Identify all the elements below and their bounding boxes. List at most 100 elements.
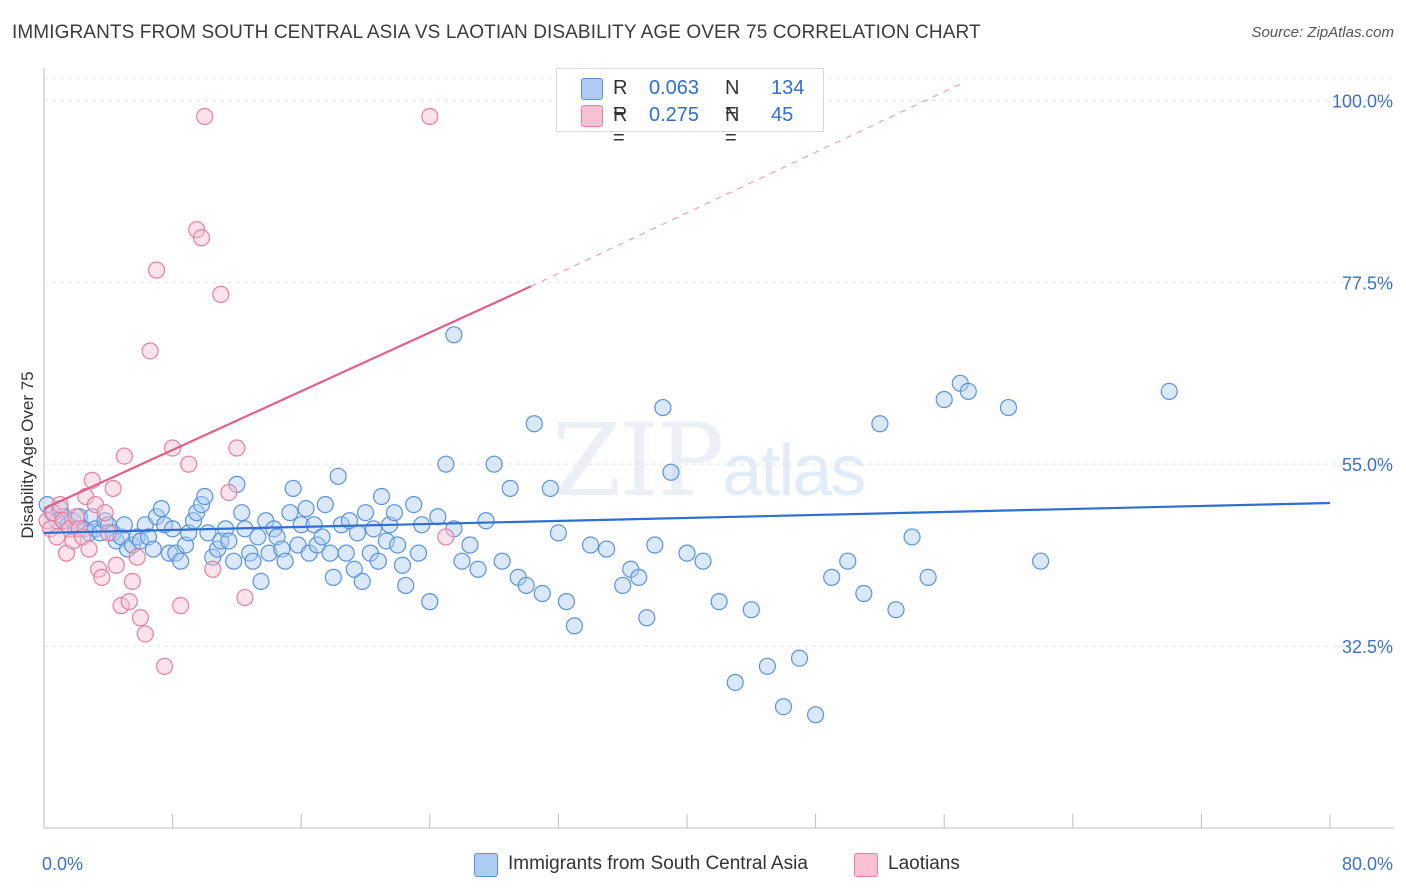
immigrants-point: [758, 657, 776, 675]
immigrants-point: [249, 528, 267, 546]
immigrants-point: [501, 479, 519, 498]
laotians-point: [136, 625, 154, 643]
y-axis-label: Disability Age Over 75: [18, 371, 37, 539]
immigrants-point: [565, 617, 584, 635]
laotians-point: [437, 528, 455, 546]
immigrants-point: [774, 698, 793, 716]
legend-swatch-blue: [581, 78, 603, 100]
immigrants-point: [581, 536, 600, 554]
laotians-point: [155, 657, 174, 675]
laotians-point: [421, 107, 439, 126]
immigrants-point: [549, 524, 568, 542]
laotians-point: [204, 560, 222, 578]
immigrants-point: [252, 572, 270, 591]
laotians-point: [96, 504, 114, 522]
y-tick-label: 77.5%: [1342, 273, 1393, 293]
immigrants-point: [839, 552, 857, 570]
immigrants-point: [903, 528, 921, 546]
source-credit: Source: ZipAtlas.com: [1251, 24, 1394, 41]
immigrants-point: [694, 552, 712, 570]
immigrants-point: [356, 504, 375, 522]
legend-r-label: R =: [613, 104, 628, 149]
laotians-point: [188, 221, 206, 239]
immigrants-point: [999, 398, 1018, 417]
immigrants-point: [152, 500, 170, 518]
immigrants-point: [678, 544, 696, 562]
immigrants-point: [541, 479, 559, 498]
immigrants-point: [710, 593, 728, 611]
immigrants-point: [276, 552, 294, 570]
immigrants-point: [131, 532, 150, 550]
immigrants-point: [369, 552, 387, 570]
immigrants-point: [144, 540, 162, 558]
x-tick-label: 80.0%: [1342, 854, 1393, 874]
immigrants-point: [397, 576, 415, 595]
immigrants-point: [1160, 382, 1178, 401]
immigrants-point: [525, 415, 543, 433]
immigrants-point: [345, 560, 363, 578]
laotians-point: [99, 524, 117, 542]
immigrants-point: [429, 508, 447, 526]
immigrants-point: [445, 326, 463, 344]
immigrants-point: [372, 487, 391, 506]
laotians-point: [220, 483, 238, 502]
laotians-point: [196, 107, 214, 126]
immigrants-point: [313, 528, 331, 546]
legend-r-value: 0.063: [649, 77, 700, 99]
laotians-point: [120, 593, 138, 611]
legend-n-value: 134: [771, 77, 805, 99]
immigrants-point: [887, 601, 905, 619]
immigrants-point: [421, 593, 439, 611]
laotians-point: [104, 479, 122, 498]
immigrants-point: [638, 609, 656, 627]
immigrants-point: [348, 524, 367, 542]
immigrants-point: [244, 552, 262, 570]
x-tick-label: 0.0%: [42, 854, 83, 874]
immigrants-point: [196, 487, 214, 506]
y-tick-label: 100.0%: [1332, 91, 1393, 111]
immigrants-point: [662, 463, 680, 481]
watermark-zip: ZIP: [552, 402, 724, 519]
immigrants-point: [155, 516, 174, 534]
laotians-point: [93, 568, 111, 586]
immigrants-point: [614, 576, 632, 595]
immigrants-point: [493, 552, 511, 570]
legend-swatch-pink: [854, 853, 878, 877]
immigrants-point: [225, 552, 243, 570]
immigrants-point: [919, 568, 937, 586]
immigrants-point: [477, 512, 495, 530]
immigrants-point: [533, 584, 551, 603]
immigrants-point: [385, 504, 404, 522]
immigrants-point: [485, 455, 503, 473]
immigrants-point: [469, 560, 487, 578]
immigrants-point: [409, 544, 428, 562]
laotians-point: [115, 447, 133, 465]
immigrants-point: [172, 552, 190, 570]
immigrants-point: [321, 544, 339, 562]
laotians-point: [107, 556, 125, 574]
immigrants-point: [329, 467, 347, 485]
legend-label: Immigrants from South Central Asia: [508, 853, 808, 874]
y-tick-label: 55.0%: [1342, 455, 1393, 475]
immigrants-point: [405, 495, 423, 514]
laotians-point: [180, 455, 198, 473]
legend-swatch-pink: [581, 105, 603, 127]
immigrants-point: [281, 504, 299, 522]
immigrants-point: [220, 532, 238, 550]
laotians-point: [112, 597, 130, 615]
watermark-atlas: atlas: [722, 431, 866, 511]
legend-n-value: 45: [771, 104, 794, 126]
immigrants-point: [726, 673, 744, 692]
immigrants-point: [461, 536, 479, 554]
immigrants-point: [204, 548, 222, 566]
laotians-point: [212, 285, 230, 303]
immigrants-point: [823, 568, 841, 586]
laotians-point: [172, 597, 190, 615]
immigrants-point: [377, 532, 395, 550]
immigrants-point: [188, 504, 206, 522]
immigrants-point: [364, 520, 383, 538]
immigrants-point: [284, 479, 302, 498]
immigrants-point: [115, 516, 133, 534]
laotians-point: [128, 548, 146, 566]
